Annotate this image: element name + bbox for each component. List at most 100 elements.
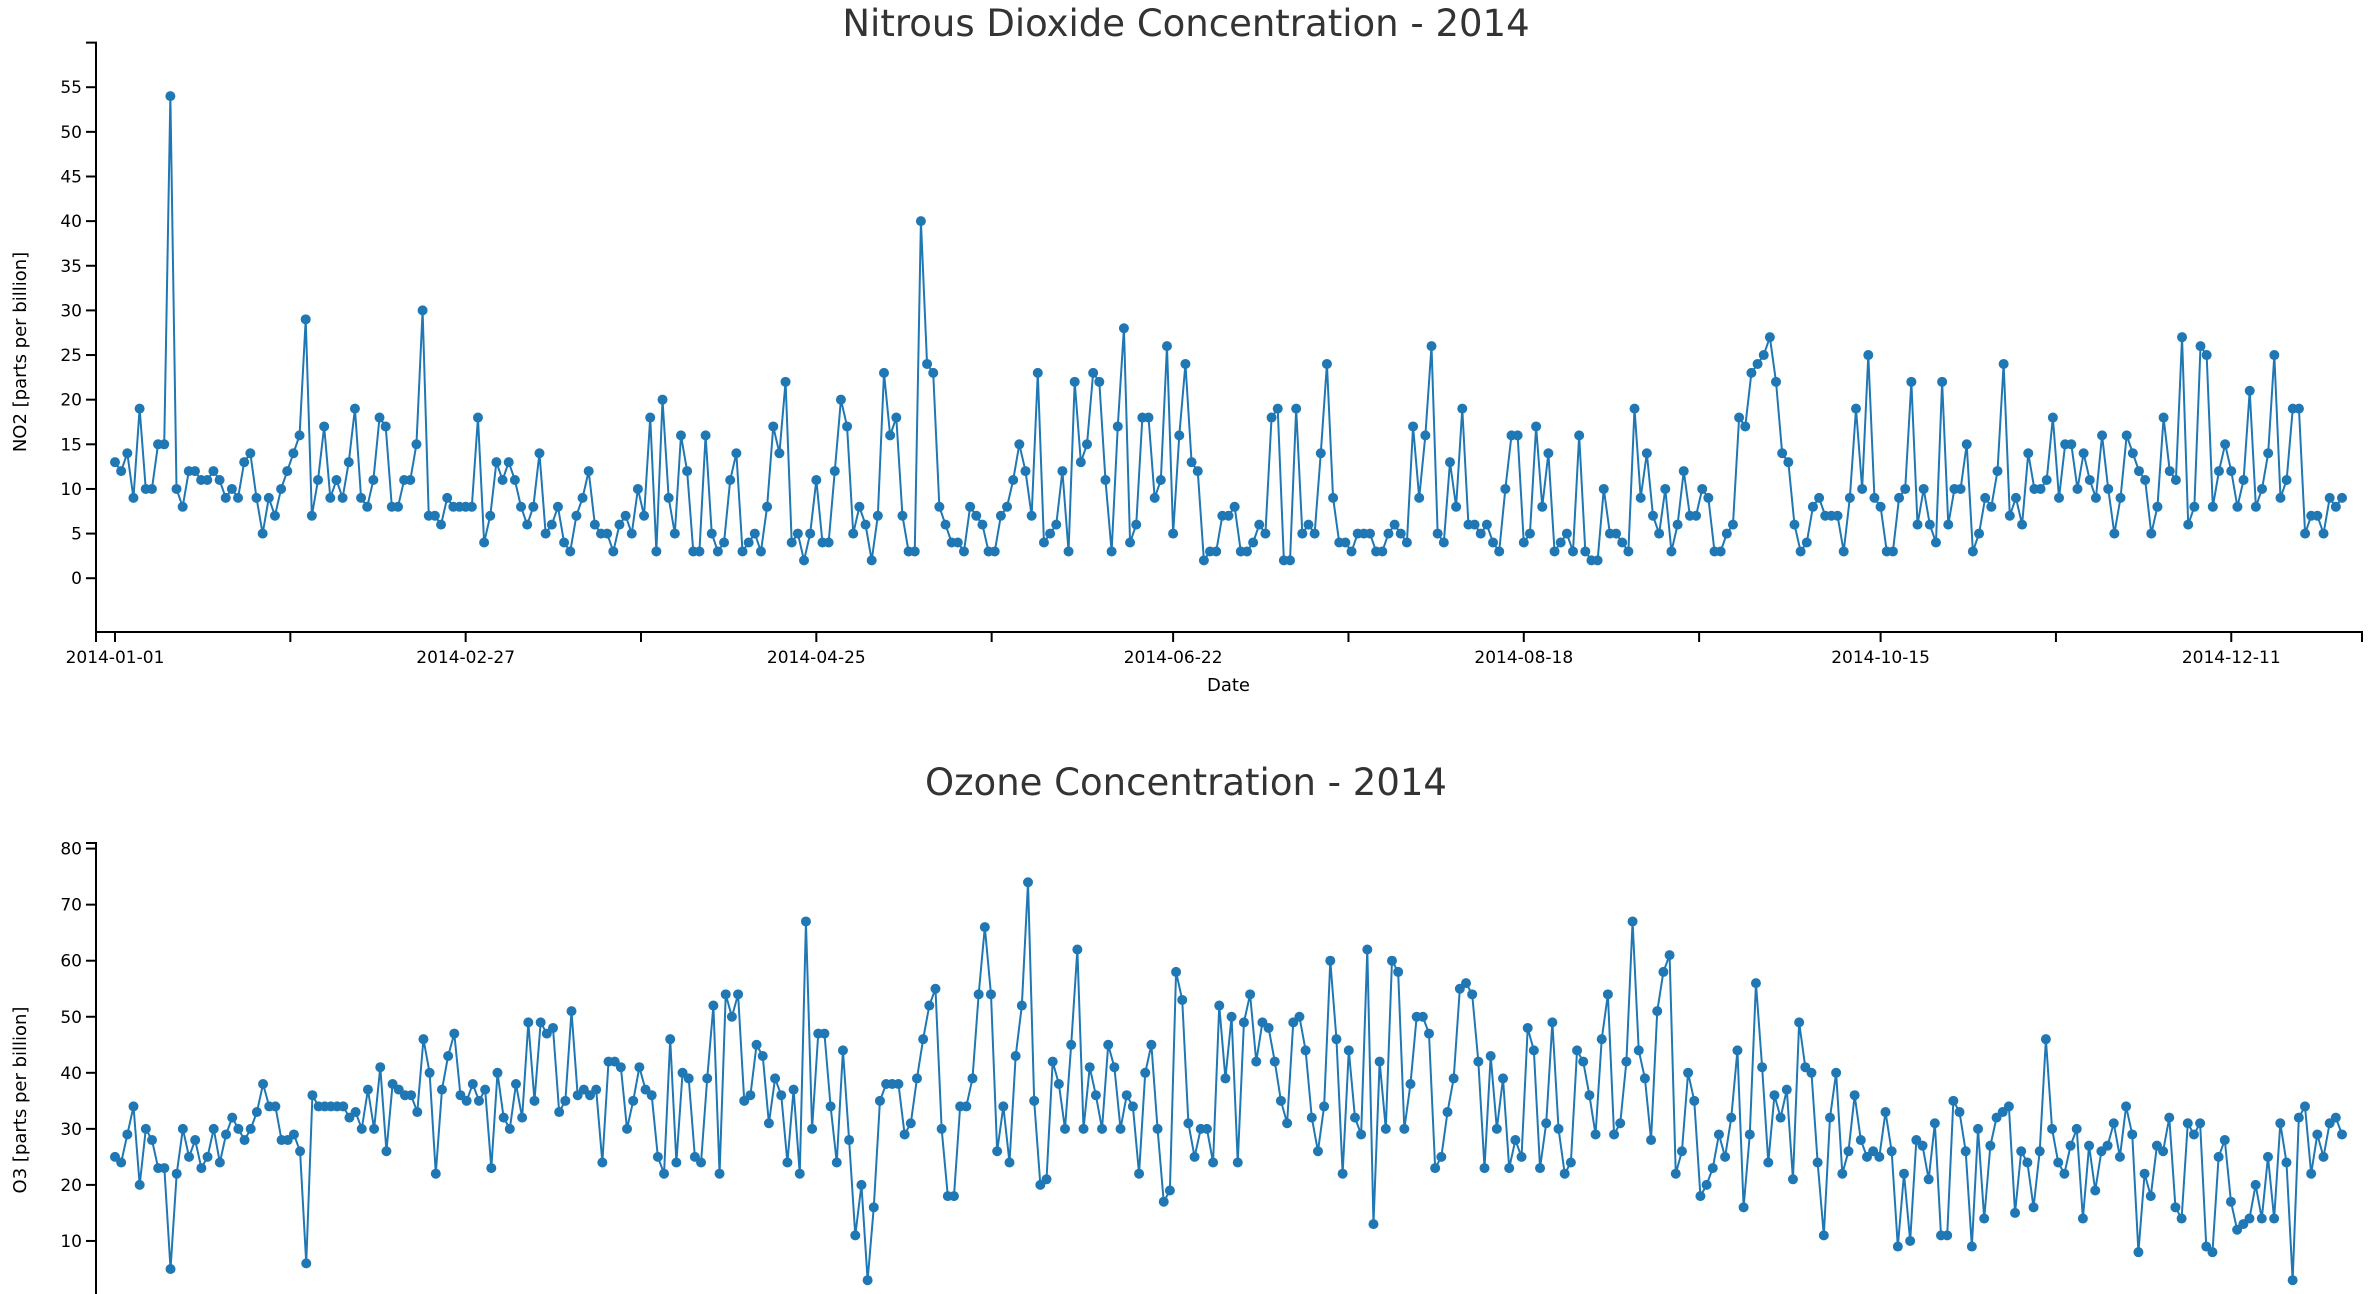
- o3-data-point: [1880, 1107, 1891, 1118]
- o3-data-point: [2145, 1191, 2156, 1202]
- no2-data-point: [897, 510, 908, 521]
- no2-data-point: [1186, 457, 1197, 468]
- no2-data-point: [2207, 501, 2218, 512]
- no2-data-point: [1783, 457, 1794, 468]
- no2-data-point: [1266, 412, 1277, 423]
- no2-data-point: [1321, 358, 1332, 369]
- no2-data-point: [239, 457, 250, 468]
- o3-y-tick-label: 70: [60, 896, 82, 916]
- o3-data-point: [1960, 1146, 1971, 1157]
- o3-data-point: [128, 1101, 139, 1112]
- o3-data-point: [2281, 1157, 2292, 1168]
- o3-data-point: [1417, 1011, 1428, 1022]
- o3-data-point: [1602, 989, 1613, 1000]
- o3-data-point: [979, 922, 990, 933]
- o3-data-point: [1892, 1241, 1903, 1252]
- o3-data-point: [1269, 1056, 1280, 1067]
- no2-data-point: [1844, 492, 1855, 503]
- no2-data-point: [2054, 492, 2065, 503]
- o3-data-point: [1553, 1123, 1564, 1134]
- o3-data-point: [2047, 1123, 2058, 1134]
- o3-data-point: [2225, 1196, 2236, 1207]
- o3-data-point: [1522, 1022, 1533, 1033]
- no2-data-point: [1875, 501, 1886, 512]
- o3-data-point: [430, 1168, 441, 1179]
- no2-data-point: [805, 528, 816, 539]
- no2-data-point: [1364, 528, 1375, 539]
- o3-data-point: [708, 1000, 719, 1011]
- o3-y-axis: [86, 842, 97, 1294]
- o3-data-point: [2182, 1118, 2193, 1129]
- no2-data-point: [2158, 412, 2169, 423]
- o3-data-point: [338, 1101, 349, 1112]
- o3-data-point: [1621, 1056, 1632, 1067]
- o3-data-point: [1023, 877, 1034, 888]
- no2-data-point: [1721, 528, 1732, 539]
- no2-x-tick-label: 2014-01-01: [66, 648, 165, 668]
- o3-data-point: [406, 1090, 417, 1101]
- no2-data-point: [1057, 466, 1068, 477]
- no2-data-point: [177, 501, 188, 512]
- no2-data-point: [2269, 350, 2280, 361]
- o3-data-point: [1275, 1095, 1286, 1106]
- o3-data-point: [1201, 1123, 1212, 1134]
- no2-data-point: [1481, 519, 1492, 530]
- o3-data-point: [2071, 1123, 2082, 1134]
- o3-data-point: [1448, 1073, 1459, 1084]
- no2-data-point: [491, 457, 502, 468]
- no2-data-point: [276, 483, 287, 494]
- no2-data-point: [509, 475, 520, 486]
- o3-data-point: [1214, 1000, 1225, 1011]
- no2-data-point: [915, 216, 926, 227]
- no2-data-point: [1100, 475, 1111, 486]
- no2-data-point: [2201, 350, 2212, 361]
- o3-data-point: [763, 1118, 774, 1129]
- no2-data-point: [909, 546, 920, 557]
- o3-data-point: [831, 1157, 842, 1168]
- o3-data-point: [2010, 1207, 2021, 1218]
- no2-data-point: [1254, 519, 1265, 530]
- o3-data-point: [1356, 1129, 1367, 1140]
- o3-data-point: [1127, 1101, 1138, 1112]
- o3-data-point: [1146, 1039, 1157, 1050]
- no2-data-point: [835, 394, 846, 405]
- o3-data-point: [480, 1084, 491, 1095]
- no2-data-point: [2189, 501, 2200, 512]
- no2-data-point: [1014, 439, 1025, 450]
- no2-data-point: [2232, 501, 2243, 512]
- o3-data-point: [751, 1039, 762, 1050]
- o3-data-point: [1559, 1168, 1570, 1179]
- no2-y-tick-label: 30: [60, 301, 82, 321]
- o3-data-point: [1331, 1034, 1342, 1045]
- o3-data-point: [961, 1101, 972, 1112]
- no2-data-point: [614, 519, 625, 530]
- o3-data-point: [2293, 1112, 2304, 1123]
- o3-data-point: [122, 1129, 133, 1140]
- o3-data-point: [2065, 1140, 2076, 1151]
- no2-data-point: [1444, 457, 1455, 468]
- no2-data-point: [1549, 546, 1560, 557]
- o3-data-point: [776, 1090, 787, 1101]
- o3-data-point: [1423, 1028, 1434, 1039]
- o3-data-point: [622, 1123, 633, 1134]
- no2-data-point: [829, 466, 840, 477]
- no2-data-point: [1654, 528, 1665, 539]
- no2-data-point: [1537, 501, 1548, 512]
- o3-data-point: [819, 1028, 830, 1039]
- no2-data-point: [306, 510, 317, 521]
- o3-data-point: [251, 1107, 262, 1118]
- no2-y-tick-label: 25: [60, 346, 82, 366]
- o3-data-point: [2337, 1129, 2347, 1140]
- o3-data-point: [1343, 1045, 1354, 1056]
- no2-data-point: [380, 421, 391, 432]
- no2-data-point: [2244, 385, 2255, 396]
- no2-chart: 0 5 10 15 20 25 30 35 40 45 50 55 NO2 [parts per bil…: [10, 41, 2363, 696]
- o3-data-point: [116, 1157, 127, 1168]
- o3-data-point: [2262, 1151, 2273, 1162]
- o3-data-point: [221, 1129, 232, 1140]
- no2-data-point: [1647, 510, 1658, 521]
- o3-data-point: [1084, 1062, 1095, 1073]
- o3-data-point: [1325, 955, 1336, 966]
- no2-data-point: [552, 501, 563, 512]
- o3-data-point: [1177, 994, 1188, 1005]
